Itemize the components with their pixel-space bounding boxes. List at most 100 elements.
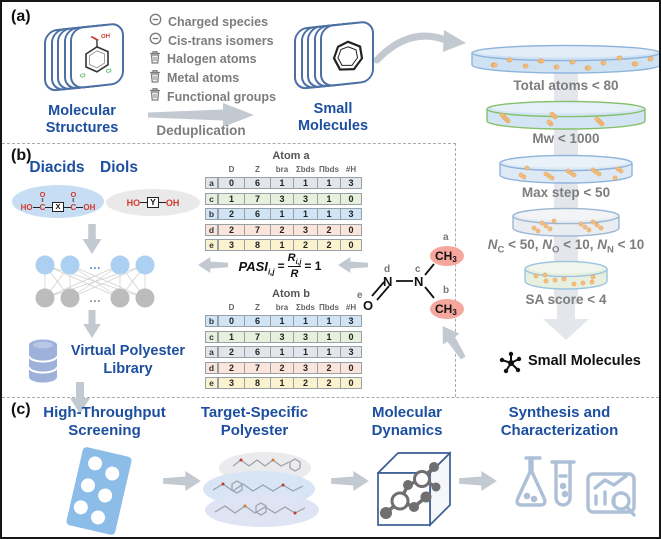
column-header: Z: [255, 165, 260, 174]
table-cell: 1: [270, 177, 294, 189]
table-cell: 2: [317, 239, 341, 251]
table-cell: 3: [293, 330, 318, 343]
right-arrow: [163, 471, 201, 491]
small-molecules-label: Small Molecules: [297, 101, 369, 134]
minus-circle-icon: [149, 13, 162, 31]
table-cell: 3: [340, 177, 362, 189]
left-arrow: [198, 257, 228, 273]
formula-name: PASI: [238, 258, 268, 274]
table-cell: 0: [218, 315, 245, 327]
formula-num-sub: i,j: [295, 259, 302, 267]
database-icon: [28, 339, 58, 383]
trash-icon: [149, 50, 161, 69]
table-cell: 0: [340, 223, 362, 236]
table-cell: 1: [293, 208, 318, 220]
filter-dish: [524, 260, 608, 296]
filter-label: Total atoms < 80: [513, 78, 619, 93]
funnel-output-label: Small Molecules: [528, 353, 641, 369]
table-cell: 7: [244, 361, 271, 374]
step-title-dynamics: Molecular Dynamics: [371, 404, 443, 439]
table-cell: 0: [340, 192, 362, 205]
separator-a-b: [2, 143, 456, 144]
table-cell: 2: [317, 377, 341, 389]
filter-label: Max step < 50: [521, 185, 611, 200]
row-label: e: [205, 239, 218, 251]
column-header: bra: [275, 303, 289, 312]
table-cell: 1: [270, 346, 294, 358]
diol-y-box: Y: [147, 196, 159, 209]
bond: [63, 206, 71, 208]
diacids-heading: Diacids: [29, 159, 85, 176]
deduplication-arrow: [148, 103, 254, 127]
panel-c-label: (c): [11, 401, 31, 418]
pasi-formula: PASIi,j = Ri,j R = 1: [224, 253, 336, 280]
svg-text:…: …: [89, 291, 101, 305]
criteria-item: Charged species: [149, 13, 276, 32]
polyester-layers-icon: [203, 452, 319, 527]
atom-label-a: a: [443, 232, 449, 243]
separator-c: [2, 397, 659, 398]
column-header: #H: [345, 165, 357, 174]
table-cell: 1: [218, 192, 245, 205]
table-cell: 1: [270, 315, 294, 327]
column-header: Σbds: [295, 303, 316, 312]
table-cell: 1: [270, 377, 294, 389]
table-cell: 2: [317, 361, 341, 374]
virtual-polyester-library-label: Virtual Polyester Library: [70, 343, 186, 377]
table-cell: 0: [218, 177, 245, 189]
methyl-group: CH3: [435, 249, 457, 264]
formula-numerator: R: [287, 252, 296, 264]
row-label: b: [205, 208, 218, 220]
svg-text:…: …: [89, 258, 101, 272]
criteria-item: Functional groups: [149, 87, 276, 106]
table-cell: 1: [317, 330, 341, 343]
bond: [158, 201, 166, 204]
column-header: Πbds: [319, 303, 339, 312]
table-cell: 8: [244, 239, 271, 251]
criteria-text: Metal atoms: [167, 71, 240, 86]
table-cell: 1: [317, 315, 341, 327]
diacid-o: O: [39, 190, 46, 199]
table-cell: 1: [317, 208, 341, 220]
table-cell: 3: [293, 361, 318, 374]
table-cell: 6: [244, 346, 271, 358]
table-cell: 3: [340, 315, 362, 327]
formula-result: = 1: [304, 259, 322, 274]
criteria-text: Halogen atoms: [167, 52, 257, 67]
criteria-text: Cis-trans isomers: [168, 33, 274, 48]
filter-dish: [471, 44, 659, 80]
filter-label: NC < 50, NO < 10, NN < 10: [487, 237, 645, 256]
table-cell: 1: [293, 346, 318, 358]
panel-a-label: (a): [11, 8, 31, 25]
row-label: e: [205, 377, 218, 389]
column-header: Z: [255, 303, 260, 312]
stack-card: [320, 20, 374, 88]
table-cell: 0: [340, 330, 362, 343]
simulation-cube-icon: [377, 450, 451, 528]
well-plate-icon: [65, 446, 133, 536]
bond: [32, 206, 40, 208]
table-cell: 1: [293, 315, 318, 327]
step-title-synthesis: Synthesis and Characterization: [500, 404, 619, 439]
diol-oh: OH: [165, 197, 180, 208]
table-cell: 6: [244, 315, 271, 327]
column-header: bra: [275, 165, 289, 174]
table-cell: 1: [270, 239, 294, 251]
diacid-x-box: X: [52, 201, 64, 212]
table-cell: 2: [218, 346, 245, 358]
diacid-o: O: [70, 190, 77, 199]
table-cell: 3: [293, 223, 318, 236]
diol-structure: HO Y OH: [106, 189, 200, 216]
table-cell: 2: [293, 377, 318, 389]
filter-label: SA score < 4: [525, 292, 607, 307]
table-cell: 0: [340, 377, 362, 389]
atom-label-d: d: [384, 264, 390, 275]
row-label: b: [205, 315, 218, 327]
step-title-screening: High-Throughput Screening: [43, 404, 166, 439]
to-funnel-curved-arrow: [374, 30, 466, 64]
